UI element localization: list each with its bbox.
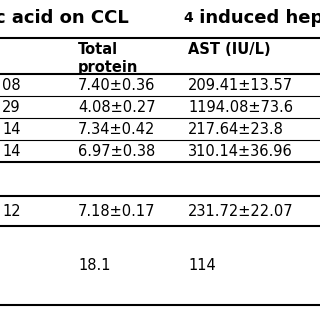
Text: Total
protein: Total protein — [78, 42, 138, 75]
Text: 310.14±36.96: 310.14±36.96 — [188, 143, 293, 158]
Text: 4.08±0.27: 4.08±0.27 — [78, 100, 156, 115]
Text: c acid on CCL: c acid on CCL — [0, 9, 129, 27]
Text: 08: 08 — [2, 77, 20, 92]
Text: 1194.08±73.6: 1194.08±73.6 — [188, 100, 293, 115]
Text: 14: 14 — [2, 143, 20, 158]
Text: 7.18±0.17: 7.18±0.17 — [78, 204, 156, 219]
Text: 18.1: 18.1 — [78, 258, 110, 273]
Text: 209.41±13.57: 209.41±13.57 — [188, 77, 293, 92]
Text: AST (IU/L): AST (IU/L) — [188, 42, 271, 57]
Text: 217.64±23.8: 217.64±23.8 — [188, 122, 284, 137]
Text: 7.40±0.36: 7.40±0.36 — [78, 77, 156, 92]
Text: 29: 29 — [2, 100, 20, 115]
Text: 14: 14 — [2, 122, 20, 137]
Text: 114: 114 — [188, 258, 216, 273]
Text: 6.97±0.38: 6.97±0.38 — [78, 143, 155, 158]
Text: 12: 12 — [2, 204, 20, 219]
Text: induced hepat: induced hepat — [193, 9, 320, 27]
Text: 7.34±0.42: 7.34±0.42 — [78, 122, 156, 137]
Text: 231.72±22.07: 231.72±22.07 — [188, 204, 294, 219]
Text: 4: 4 — [183, 11, 193, 25]
